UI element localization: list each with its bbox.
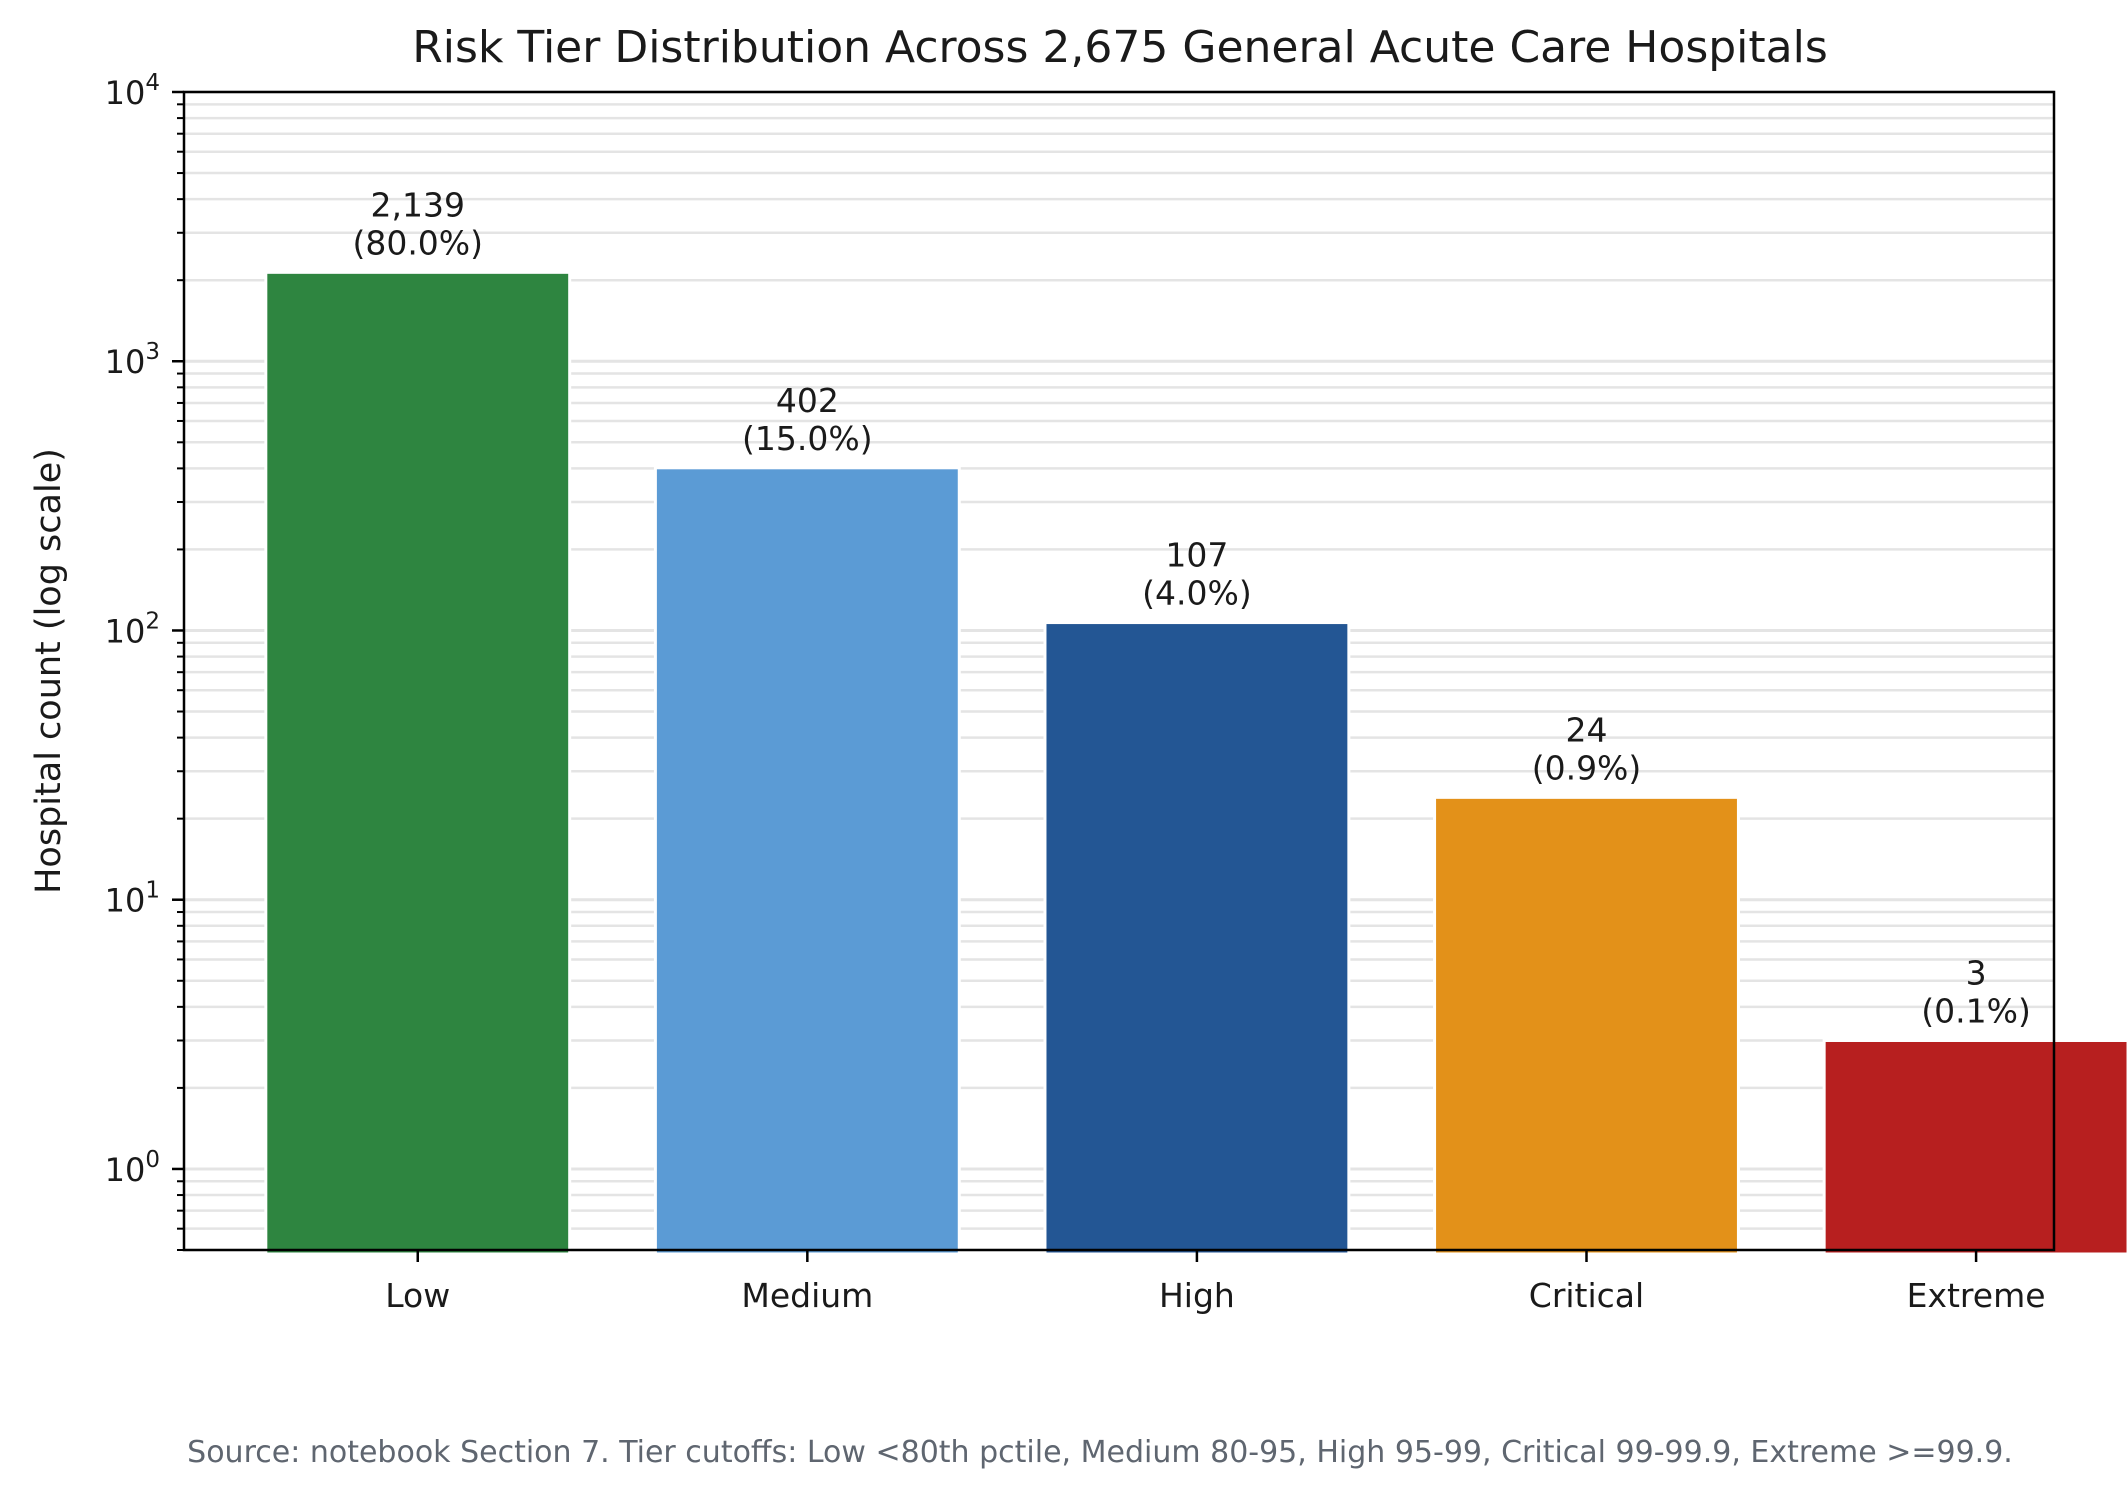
bar-percent-label: (15.0%) (742, 419, 873, 458)
x-tick-label: Low (385, 1276, 450, 1315)
y-tick-label: 103 (105, 339, 160, 381)
x-tick-label: Critical (1529, 1276, 1644, 1315)
bar-value-label: 24 (1566, 710, 1608, 749)
bar-percent-label: (80.0%) (352, 223, 483, 262)
x-tick-label: High (1159, 1276, 1235, 1315)
x-axis: Low Medium High Critical Extreme (385, 1250, 2046, 1315)
bar-value-label: 107 (1165, 536, 1228, 575)
bar-medium (653, 466, 961, 1256)
bar-value-label: 402 (776, 381, 839, 420)
bar-high (1043, 621, 1351, 1256)
chart-title: Risk Tier Distribution Across 2,675 Gene… (412, 22, 1828, 73)
bar-percent-label: (0.9%) (1532, 748, 1642, 787)
bar-labels: 2,139(80.0%) 402(15.0%) 107(4.0%) 24(0.9%) 3… (352, 185, 2030, 1030)
bar-value-label: 2,139 (371, 185, 465, 224)
bar-percent-label: (4.0%) (1142, 574, 1252, 613)
source-note: Source: notebook Section 7. Tier cutoffs… (187, 1435, 2013, 1470)
y-axis: 100 101 102 103 104 (105, 70, 184, 1251)
y-tick-label: 102 (105, 608, 160, 650)
y-tick-label: 100 (105, 1147, 160, 1189)
bar-low (264, 270, 572, 1256)
x-tick-label: Extreme (1907, 1276, 2046, 1315)
y-tick-label: 104 (105, 70, 160, 112)
y-axis-label: Hospital count (log scale) (29, 448, 69, 894)
bar-value-label: 3 (1966, 953, 1987, 992)
bar-percent-label: (0.1%) (1921, 991, 2031, 1030)
x-tick-label: Medium (741, 1276, 873, 1315)
bar-extreme (1822, 1038, 2128, 1256)
bars (264, 270, 2128, 1256)
y-tick-label: 101 (105, 878, 160, 920)
plot-frame (182, 90, 2056, 1252)
bar-critical (1433, 795, 1740, 1256)
